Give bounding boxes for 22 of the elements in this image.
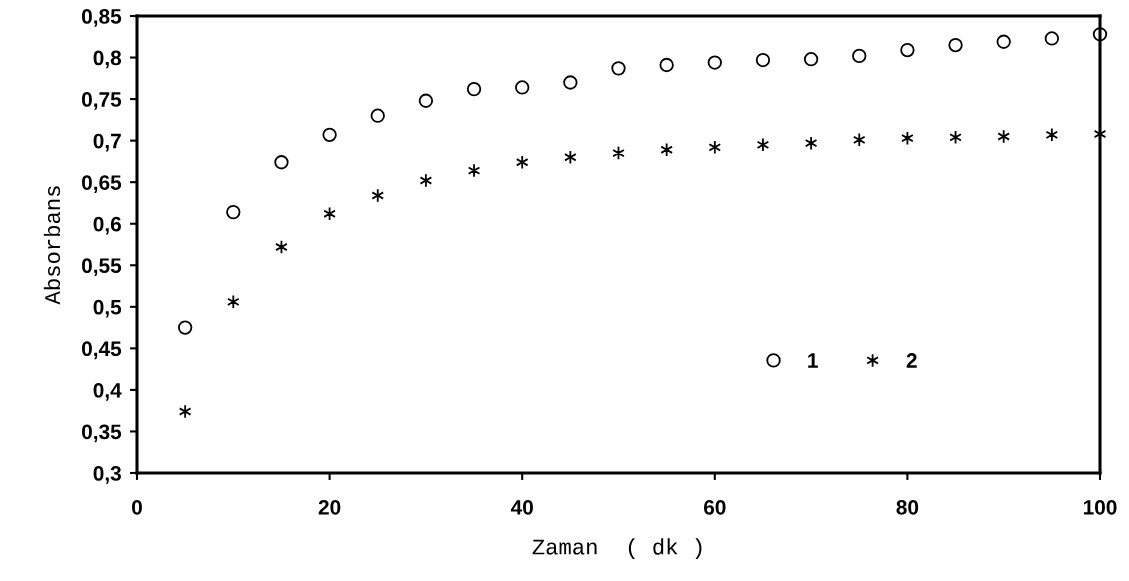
legend-label: 1 bbox=[808, 353, 818, 368]
y-tick-label: 0,55 bbox=[82, 258, 122, 277]
y-tick-label: 0,6 bbox=[93, 216, 121, 235]
x-tick-label: 80 bbox=[896, 499, 919, 515]
y-tick-label: 0,5 bbox=[93, 299, 122, 318]
y-tick-label: 0,4 bbox=[93, 382, 122, 401]
x-tick-label: 0 bbox=[132, 499, 142, 515]
x-tick-label: 100 bbox=[1083, 499, 1117, 515]
y-tick-label: 0,85 bbox=[82, 9, 122, 27]
y-tick-label: 0,3 bbox=[93, 466, 121, 484]
y-tick-label: 0,45 bbox=[82, 341, 122, 360]
x-tick-label: 40 bbox=[510, 499, 533, 515]
y-axis-title: Absorbans bbox=[43, 186, 61, 305]
x-tick-label: 20 bbox=[318, 499, 341, 515]
y-tick-label: 0,65 bbox=[82, 175, 122, 193]
y-tick-label: 0,75 bbox=[82, 92, 122, 110]
y-tick-label: 0,8 bbox=[93, 50, 122, 69]
x-tick-label: 60 bbox=[703, 499, 726, 515]
legend-label: 2 bbox=[906, 353, 917, 368]
y-tick-label: 0,35 bbox=[82, 424, 122, 443]
x-axis-title: Zaman ( dk ) bbox=[532, 538, 702, 559]
y-tick-label: 0,7 bbox=[93, 133, 121, 152]
